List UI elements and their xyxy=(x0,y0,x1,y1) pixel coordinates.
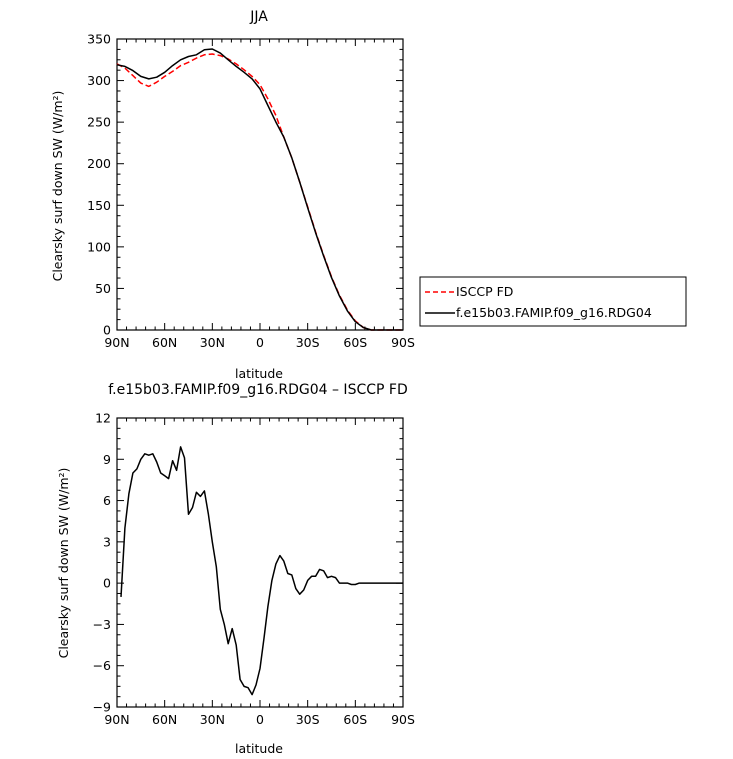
top-chart-frame xyxy=(116,38,404,331)
bottom-chart-ytick-label: −6 xyxy=(93,658,111,673)
bottom-chart-axes: 90N 60N 30N 0 30S 60S 90S −9 −6 −3 0 3 6 9 12 xyxy=(93,411,415,728)
bottom-chart-xtick-label: 30S xyxy=(296,712,320,727)
top-chart-ytick-label: 200 xyxy=(87,156,111,171)
bottom-chart-ytick-label: 0 xyxy=(103,576,111,591)
top-chart-legend: ISCCP FD f.e15b03.FAMIP.f09_g16.RDG04 xyxy=(419,276,687,327)
bottom-chart-ylabel: Clearsky surf down SW (W/m²) xyxy=(56,468,71,659)
top-chart-title: JJA xyxy=(249,9,268,25)
bottom-chart: f.e15b03.FAMIP.f09_g16.RDG04 – ISCCP FD … xyxy=(56,382,415,756)
top-chart-xtick-label: 0 xyxy=(256,335,264,350)
top-chart-xtick-label: 90N xyxy=(104,335,129,350)
top-chart-xtick-label: 60N xyxy=(152,335,177,350)
bottom-chart-ytick-label: 6 xyxy=(103,493,111,508)
bottom-chart-series xyxy=(120,446,403,696)
top-chart-axes: 90N 60N 30N 0 30S 60S 90S 0 50 100 150 200 250 300 350 xyxy=(87,32,415,351)
bottom-chart-xtick-label: 90S xyxy=(391,712,415,727)
bottom-chart-ytick-label: 9 xyxy=(103,452,111,467)
bottom-chart-ytick-label: 3 xyxy=(103,534,111,549)
bottom-chart-xlabel: latitude xyxy=(235,741,283,756)
top-chart-xtick-label: 30S xyxy=(296,335,320,350)
bottom-chart-xtick-label: 30N xyxy=(200,712,225,727)
legend-label-model: f.e15b03.FAMIP.f09_g16.RDG04 xyxy=(456,305,652,320)
legend-box xyxy=(419,276,687,327)
top-chart-xtick-label: 60S xyxy=(343,335,367,350)
top-chart-xtick-label: 90S xyxy=(391,335,415,350)
bottom-chart-title: f.e15b03.FAMIP.f09_g16.RDG04 – ISCCP FD xyxy=(108,382,407,398)
top-chart-xtick-label: 30N xyxy=(200,335,225,350)
top-chart-series-line-1 xyxy=(116,48,403,331)
bottom-chart-ytick-label: −9 xyxy=(93,700,111,715)
bottom-chart-xtick-label: 0 xyxy=(256,712,264,727)
top-chart-ytick-label: 300 xyxy=(87,73,111,88)
top-chart-ytick-label: 250 xyxy=(87,115,111,130)
top-chart: JJA 90N 60N 30N 0 30S 60S 90S 0 50 100 150 200 250 30… xyxy=(50,9,687,381)
bottom-chart-ytick-label: −3 xyxy=(93,617,111,632)
top-chart-ytick-label: 0 xyxy=(103,323,111,338)
bottom-chart-ytick-label: 12 xyxy=(95,411,111,426)
bottom-chart-series-line-0 xyxy=(120,446,403,696)
top-chart-ytick-label: 350 xyxy=(87,32,111,47)
top-chart-ylabel: Clearsky surf down SW (W/m²) xyxy=(50,91,65,282)
bottom-chart-xtick-label: 90N xyxy=(104,712,129,727)
legend-label-isccp: ISCCP FD xyxy=(456,284,513,299)
top-chart-xlabel: latitude xyxy=(235,366,283,381)
bottom-chart-xtick-label: 60S xyxy=(343,712,367,727)
top-chart-series xyxy=(116,48,403,331)
top-chart-series-line-0 xyxy=(116,53,403,331)
top-chart-ytick-label: 100 xyxy=(87,239,111,254)
bottom-chart-xtick-label: 60N xyxy=(152,712,177,727)
top-chart-ytick-label: 50 xyxy=(95,281,111,296)
top-chart-ytick-label: 150 xyxy=(87,198,111,213)
